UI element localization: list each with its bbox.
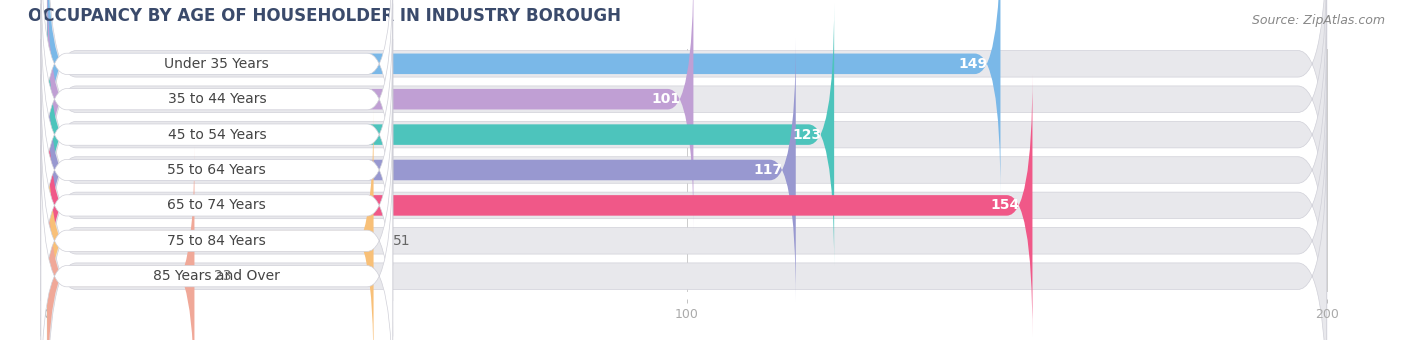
FancyBboxPatch shape xyxy=(41,0,392,230)
Text: 117: 117 xyxy=(754,163,783,177)
FancyBboxPatch shape xyxy=(48,0,1327,280)
Text: 65 to 74 Years: 65 to 74 Years xyxy=(167,199,266,212)
Text: 101: 101 xyxy=(651,92,681,106)
FancyBboxPatch shape xyxy=(48,3,834,266)
Text: OCCUPANCY BY AGE OF HOUSEHOLDER IN INDUSTRY BOROUGH: OCCUPANCY BY AGE OF HOUSEHOLDER IN INDUS… xyxy=(28,7,621,25)
FancyBboxPatch shape xyxy=(48,74,1032,337)
FancyBboxPatch shape xyxy=(48,0,1327,210)
FancyBboxPatch shape xyxy=(48,0,1001,195)
FancyBboxPatch shape xyxy=(48,39,796,301)
FancyBboxPatch shape xyxy=(48,0,693,231)
Text: Source: ZipAtlas.com: Source: ZipAtlas.com xyxy=(1251,14,1385,27)
Text: 45 to 54 Years: 45 to 54 Years xyxy=(167,128,266,141)
FancyBboxPatch shape xyxy=(41,145,392,340)
FancyBboxPatch shape xyxy=(48,24,1327,316)
Text: 75 to 84 Years: 75 to 84 Years xyxy=(167,234,266,248)
Text: 123: 123 xyxy=(792,128,821,141)
Text: 149: 149 xyxy=(959,57,987,71)
FancyBboxPatch shape xyxy=(48,59,1327,340)
Text: 55 to 64 Years: 55 to 64 Years xyxy=(167,163,266,177)
FancyBboxPatch shape xyxy=(41,74,392,336)
FancyBboxPatch shape xyxy=(48,145,194,340)
Text: 35 to 44 Years: 35 to 44 Years xyxy=(167,92,266,106)
FancyBboxPatch shape xyxy=(41,4,392,266)
FancyBboxPatch shape xyxy=(41,0,392,195)
FancyBboxPatch shape xyxy=(48,130,1327,340)
Text: 23: 23 xyxy=(214,269,231,283)
FancyBboxPatch shape xyxy=(41,39,392,301)
FancyBboxPatch shape xyxy=(48,95,1327,340)
FancyBboxPatch shape xyxy=(48,109,374,340)
Text: 51: 51 xyxy=(392,234,411,248)
Text: 154: 154 xyxy=(990,199,1019,212)
FancyBboxPatch shape xyxy=(41,110,392,340)
Text: Under 35 Years: Under 35 Years xyxy=(165,57,269,71)
FancyBboxPatch shape xyxy=(48,0,1327,245)
Text: 85 Years and Over: 85 Years and Over xyxy=(153,269,280,283)
